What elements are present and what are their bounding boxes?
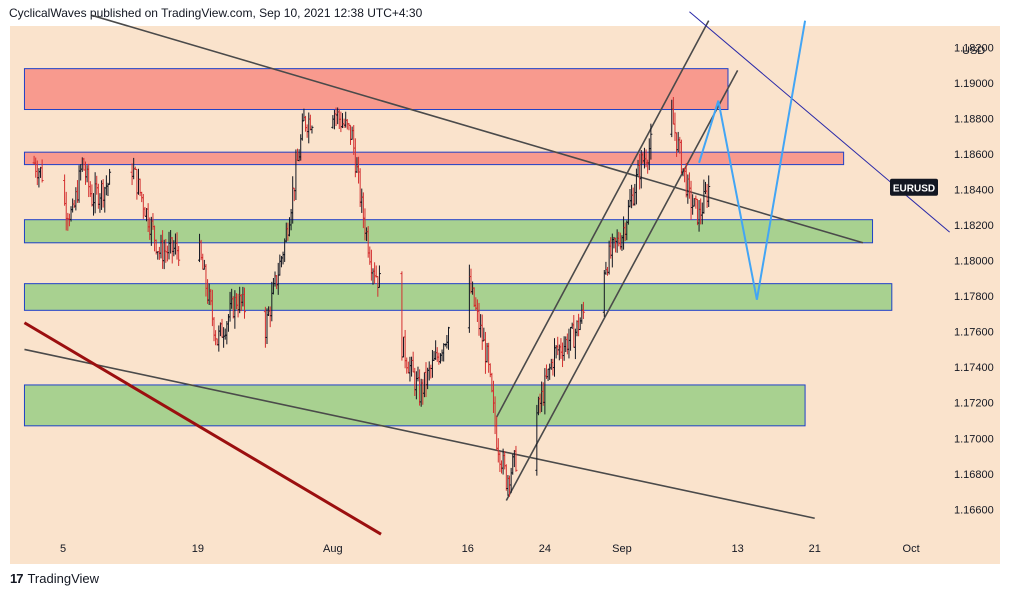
projection-layer [698, 20, 807, 300]
x-tick-label: Oct [903, 543, 920, 555]
tradingview-logo-icon: 17 [10, 571, 24, 586]
x-axis-labels: 5 19 Aug 16 24 Sep 13 21 Oct [60, 543, 920, 555]
y-tick-label: 1.18600 [954, 149, 994, 161]
y-tick-label: 1.17200 [954, 398, 994, 410]
symbol-label-text: EURUSD [893, 184, 935, 195]
y-tick-label: 1.19000 [954, 78, 994, 90]
time-axis[interactable] [10, 536, 1000, 564]
symbol-label-bg [890, 178, 938, 196]
support-zone [23, 283, 893, 311]
x-tick-label: 5 [60, 543, 66, 555]
y-tick-label: 1.18800 [954, 113, 994, 125]
y-tick-label: 1.17600 [954, 327, 994, 339]
channel-line [495, 20, 710, 418]
y-tick-label: 1.18400 [954, 184, 994, 196]
price-axis[interactable] [940, 26, 1000, 536]
x-tick-label: Sep [612, 543, 632, 555]
candle-layer [32, 97, 711, 497]
y-tick-label: 1.18000 [954, 256, 994, 268]
x-tick-label: 21 [809, 543, 821, 555]
footer: 17 TradingView [10, 571, 99, 586]
y-tick-label: 1.18200 [954, 220, 994, 232]
resistance-zone [23, 151, 845, 166]
y-tick-label: 1.17400 [954, 362, 994, 374]
x-tick-label: Aug [323, 543, 343, 555]
plot-background [10, 26, 940, 536]
channel-line [91, 14, 864, 244]
y-tick-label: 1.17000 [954, 433, 994, 445]
projection-path [698, 20, 807, 300]
x-tick-label: 19 [192, 543, 204, 555]
channel-line [505, 70, 739, 501]
zone-layer [23, 68, 893, 427]
channel-line [24, 348, 815, 520]
y-tick-label: 1.17800 [954, 291, 994, 303]
currency-label: USD [962, 45, 985, 57]
long_trend-line [23, 321, 382, 536]
support-zone [23, 219, 874, 244]
resistance-zone [23, 68, 729, 111]
publish-header: CyclicalWaves published on TradingView.c… [9, 6, 423, 20]
x-tick-label: 16 [462, 543, 474, 555]
x-tick-label: 24 [539, 543, 551, 555]
y-tick-label: 1.16800 [954, 469, 994, 481]
y-axis-labels: 1.18200 1.19000 1.18800 1.18600 1.18400 1.182… [954, 42, 994, 516]
y-tick-label: 1.18200 [954, 42, 994, 54]
footer-brand[interactable]: TradingView [27, 571, 100, 586]
symbol-label: EURUSD [890, 178, 938, 196]
trendline-layer [23, 11, 950, 536]
x-tick-label: 13 [731, 543, 743, 555]
y-tick-label: 1.16600 [954, 504, 994, 516]
